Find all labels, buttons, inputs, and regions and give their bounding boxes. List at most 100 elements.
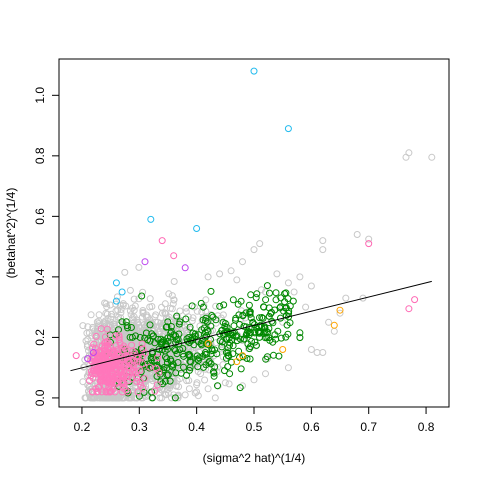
data-point-green (259, 314, 267, 322)
x-tick-label: 0.2 (74, 420, 91, 434)
data-point-green (260, 303, 268, 311)
x-axis-title: (sigma^2 hat)^(1/4) (203, 451, 306, 465)
data-point-grey (250, 246, 258, 254)
data-point-green (242, 331, 250, 339)
data-point-green (239, 353, 247, 361)
data-point-grey (95, 311, 103, 319)
data-point-grey (402, 153, 410, 161)
data-point-pink (109, 347, 117, 355)
data-point-green (214, 382, 221, 390)
data-point-green (240, 335, 248, 343)
data-point-grey (158, 303, 165, 311)
data-point-grey (103, 303, 111, 311)
data-point-grey (91, 331, 99, 339)
data-point-green (246, 310, 254, 318)
data-point-grey (202, 296, 210, 304)
data-point-green (253, 341, 260, 349)
data-point-pink (146, 363, 154, 371)
data-point-pink (122, 386, 130, 394)
data-point-green (229, 296, 237, 304)
data-point-green (216, 330, 224, 338)
data-point-pink (115, 336, 123, 344)
data-point-colored (204, 340, 212, 347)
data-point-grey (307, 282, 315, 290)
data-point-green (224, 344, 232, 352)
data-point-green (197, 299, 205, 307)
data-point-green (276, 304, 284, 312)
data-point-green (229, 350, 237, 358)
data-point-grey (273, 270, 281, 278)
data-point-green (169, 363, 177, 371)
data-point-green (237, 365, 245, 373)
data-point-green (171, 394, 179, 402)
data-point-grey (168, 292, 176, 300)
data-point-green (216, 302, 224, 310)
data-point-green (156, 370, 164, 378)
data-point-green (263, 334, 271, 341)
data-point-grey (114, 306, 122, 314)
data-point-pink (102, 356, 110, 364)
data-point-green (163, 323, 171, 331)
data-point-grey (79, 378, 87, 386)
data-point-pink (90, 340, 98, 348)
data-point-green (207, 322, 215, 330)
y-axis-title: (betahat^2)^(1/4) (4, 188, 18, 279)
data-point-grey (256, 240, 264, 248)
data-point-green (236, 384, 244, 392)
data-point-green (244, 340, 252, 348)
data-point-green (146, 321, 154, 329)
data-point-grey (284, 364, 292, 372)
data-point-pink (121, 355, 129, 363)
data-point-green (229, 331, 237, 339)
data-point-grey (201, 376, 209, 384)
data-point-green (172, 347, 179, 355)
x-tick-label: 0.3 (131, 420, 148, 434)
data-point-colored (112, 297, 120, 305)
data-point-grey (117, 306, 125, 313)
data-point-pink (139, 345, 147, 353)
data-point-grey (146, 295, 154, 303)
data-point-green (269, 338, 277, 346)
data-point-green (283, 321, 291, 329)
data-point-grey (319, 349, 327, 356)
data-point-green (207, 287, 215, 295)
data-point-pink (132, 353, 140, 360)
data-point-colored (365, 240, 373, 248)
data-point-colored (158, 237, 166, 245)
y-tick-label: 1.0 (33, 87, 47, 104)
data-point-green (199, 303, 207, 311)
data-point-green (175, 330, 183, 338)
data-point-grey (302, 303, 310, 311)
data-point-green (175, 320, 183, 328)
data-point-pink (97, 325, 105, 333)
data-point-green (180, 363, 187, 371)
data-point-grey (156, 394, 164, 402)
data-point-grey (166, 384, 174, 392)
data-point-colored (170, 252, 178, 260)
data-point-grey (130, 313, 138, 321)
data-point-green (219, 318, 227, 326)
data-point-green (148, 394, 156, 402)
data-point-colored (239, 352, 246, 360)
data-point-green (149, 354, 157, 362)
data-point-green (161, 377, 169, 385)
data-point-green (186, 323, 194, 331)
data-point-colored (89, 349, 97, 356)
data-point-green (247, 314, 255, 322)
data-point-pink (129, 347, 137, 355)
data-point-grey (140, 377, 148, 385)
data-point-green (224, 352, 232, 359)
data-point-green (197, 340, 205, 347)
data-point-grey (89, 323, 97, 331)
data-point-grey (290, 288, 298, 296)
data-point-pink (114, 357, 122, 365)
data-point-pink (152, 365, 160, 372)
data-point-pink (134, 388, 142, 396)
y-tick-label: 0.0 (33, 389, 47, 406)
data-point-green (203, 318, 211, 326)
data-point-grey (165, 313, 173, 321)
data-point-green (232, 316, 239, 324)
data-point-grey (119, 301, 127, 309)
data-point-grey (95, 317, 103, 325)
data-point-pink (95, 364, 103, 372)
